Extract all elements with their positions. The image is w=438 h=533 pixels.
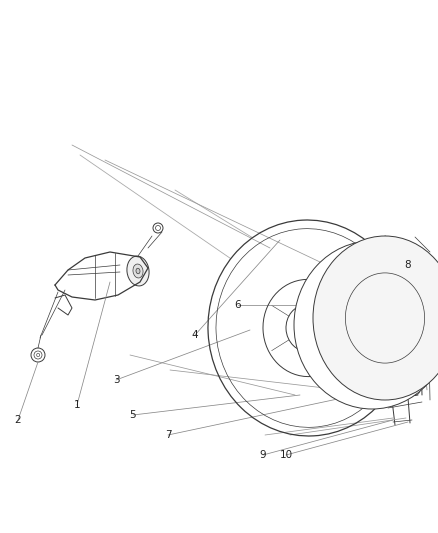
Text: 6: 6 [235, 300, 241, 310]
Ellipse shape [136, 268, 140, 274]
Ellipse shape [313, 236, 438, 400]
Text: 1: 1 [74, 400, 80, 410]
Text: 10: 10 [279, 450, 293, 460]
Text: 9: 9 [260, 450, 266, 460]
Ellipse shape [208, 220, 408, 436]
Text: 3: 3 [113, 375, 119, 385]
Ellipse shape [303, 266, 413, 386]
Text: 8: 8 [405, 260, 411, 270]
Text: 2: 2 [15, 415, 21, 425]
Ellipse shape [133, 264, 143, 278]
Ellipse shape [127, 256, 149, 286]
Text: 5: 5 [130, 410, 136, 420]
Text: o: o [36, 352, 40, 358]
Ellipse shape [294, 241, 438, 409]
Text: 7: 7 [165, 430, 171, 440]
Text: 4: 4 [192, 330, 198, 340]
